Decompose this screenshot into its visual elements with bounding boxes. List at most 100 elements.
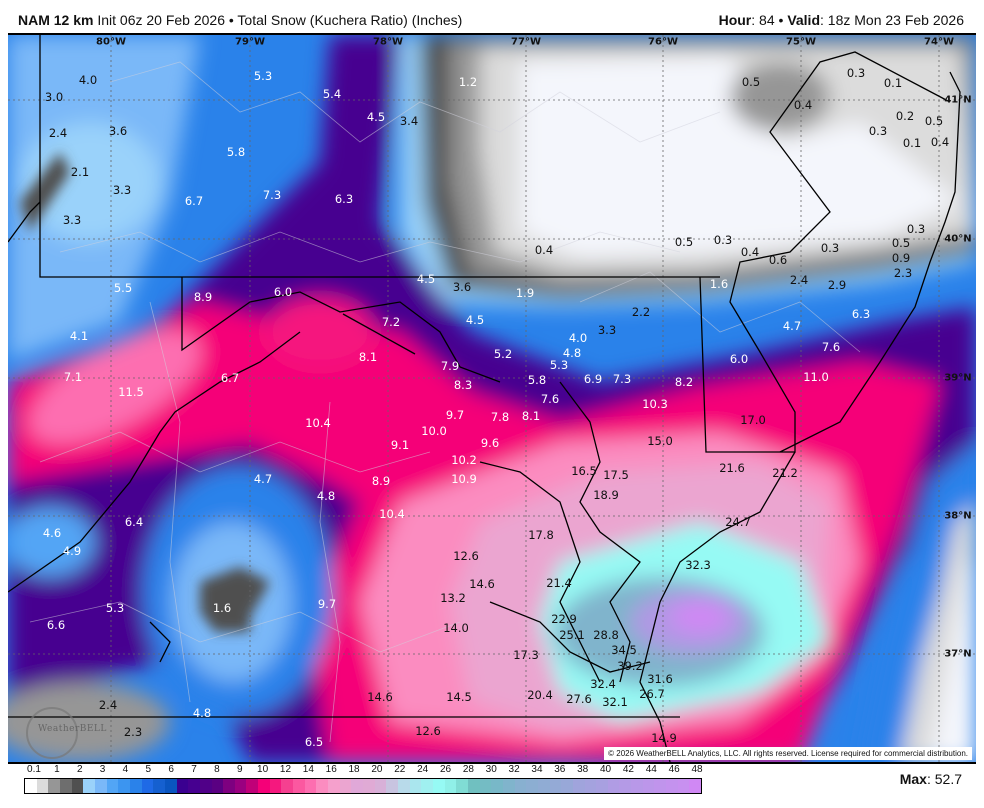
colorbar-swatch [398, 779, 410, 793]
snow-total-label: 11.0 [803, 370, 829, 384]
snow-total-label: 14.9 [651, 731, 677, 745]
snow-total-label: 2.2 [631, 305, 651, 319]
snow-total-label: 6.0 [273, 285, 293, 299]
colorbar-tick-label: 5 [145, 764, 152, 775]
snow-total-label: 2.9 [827, 278, 847, 292]
snow-total-label: 6.0 [729, 352, 749, 366]
longitude-label: 76°W [648, 36, 678, 48]
colorbar-swatch [328, 779, 340, 793]
snow-total-label: 13.2 [440, 591, 466, 605]
snow-total-label: 0.5 [674, 235, 694, 249]
colorbar-tick-label: 6 [168, 764, 174, 775]
hour-label: Hour [718, 12, 752, 28]
snow-total-label: 1.6 [709, 277, 729, 291]
hour-value: : 84 • [751, 12, 788, 28]
snow-total-label: 31.6 [647, 672, 673, 686]
colorbar-swatch [304, 779, 317, 793]
colorbar-tick-label: 48 [691, 764, 703, 775]
colorbar-swatch [176, 779, 189, 793]
snow-total-label: 0.1 [883, 76, 903, 90]
snow-total-label: 0.3 [906, 222, 926, 236]
colorbar-swatch [677, 779, 690, 793]
snow-total-label: 4.8 [192, 706, 212, 720]
snow-total-label: 0.9 [891, 251, 911, 265]
snow-total-label: 6.7 [220, 371, 240, 385]
colorbar-swatch [293, 779, 305, 793]
colorbar-tick-label: 20 [371, 764, 383, 775]
snow-total-label: 14.6 [367, 690, 393, 704]
snow-total-label: 0.5 [924, 114, 944, 128]
colorbar-tick-label: 46 [668, 764, 680, 775]
colorbar-swatch [572, 779, 585, 793]
longitude-label: 79°W [235, 36, 265, 48]
snow-total-label: 3.3 [597, 323, 617, 337]
latitude-label: 41°N [944, 94, 972, 106]
snow-total-label: 6.7 [184, 194, 204, 208]
colorbar-swatch [246, 779, 259, 793]
colorbar-tick-label: 36 [554, 764, 566, 775]
colorbar-tick-label: 12 [279, 764, 292, 775]
snow-total-label: 8.9 [193, 290, 213, 304]
colorbar-tick-label: 2 [76, 764, 83, 775]
colorbar-swatch [363, 779, 375, 793]
snow-total-label: 0.5 [891, 236, 911, 250]
latitude-label: 39°N [944, 372, 972, 384]
snow-total-label: 12.6 [453, 549, 479, 563]
colorbar-swatch [631, 779, 643, 793]
snow-total-label: 12.6 [415, 724, 441, 738]
colorbar-tick-label: 42 [622, 764, 634, 775]
colorbar-swatch [502, 779, 515, 793]
colorbar-swatch [444, 779, 457, 793]
snow-total-label: 7.6 [540, 392, 560, 406]
snow-total-label: 2.1 [70, 165, 90, 179]
colorbar-tick-label: 7 [191, 764, 197, 775]
colorbar-swatch [48, 779, 60, 793]
snow-total-label: 10.4 [305, 416, 331, 430]
snow-total-label: 11.5 [118, 385, 144, 399]
colorbar-tick-label: 38 [577, 764, 589, 775]
colorbar-tick-label: 3 [99, 764, 106, 775]
snow-total-label: 6.9 [583, 372, 603, 386]
max-number: : 52.7 [926, 771, 962, 787]
snow-total-label: 17.3 [513, 648, 539, 662]
snow-total-label: 5.3 [253, 69, 273, 83]
colorbar-swatch [351, 779, 364, 793]
snow-total-label: 0.3 [846, 66, 866, 80]
colorbar-swatch [619, 779, 632, 793]
colorbar-swatch [223, 779, 235, 793]
snow-total-label: 0.4 [793, 98, 813, 112]
latitude-label: 40°N [944, 233, 972, 245]
snow-total-label: 5.5 [113, 281, 133, 295]
snow-total-label: 0.3 [713, 233, 733, 247]
colorbar-swatch [83, 779, 95, 793]
colorbar-ticks: 0.1 1 2 3 4 5 6 7 8 9 10 12 14 16 18 20 22 24 26 28 30 32 34 36… [24, 764, 703, 776]
colorbar-swatch [479, 779, 492, 793]
snow-total-label: 4.0 [78, 73, 98, 87]
colorbar-swatch [374, 779, 387, 793]
snow-total-label: 27.6 [566, 692, 592, 706]
snow-total-label: 24.7 [725, 515, 751, 529]
longitude-label: 78°W [373, 36, 403, 48]
snow-total-label: 5.8 [527, 373, 547, 387]
snow-total-label: 9.1 [390, 438, 410, 452]
snow-total-label: 10.0 [421, 424, 447, 438]
snow-total-label: 25.1 [559, 628, 585, 642]
snow-total-label: 17.5 [603, 468, 629, 482]
snow-total-label: 0.4 [930, 135, 950, 149]
colorbar-tick-label: 14 [302, 764, 314, 775]
snow-total-label: 5.8 [226, 145, 246, 159]
colorbar-swatch [456, 779, 468, 793]
latitude-label: 37°N [944, 648, 972, 660]
colorbar-tick-label: 1 [54, 764, 60, 775]
snow-total-label: 4.8 [316, 489, 336, 503]
colorbar-swatch [71, 779, 84, 793]
colorbar-tick-label: 22 [394, 764, 406, 775]
snow-total-label: 0.3 [820, 241, 840, 255]
colorbar-swatch [164, 779, 177, 793]
snow-total-label: 3.6 [452, 280, 472, 294]
latitude-label: 38°N [944, 510, 972, 522]
snow-total-label: 6.4 [124, 515, 144, 529]
colorbar-tick-label: 9 [236, 764, 243, 775]
snow-total-label: 6.6 [46, 618, 66, 632]
snow-total-label: 10.3 [642, 397, 668, 411]
